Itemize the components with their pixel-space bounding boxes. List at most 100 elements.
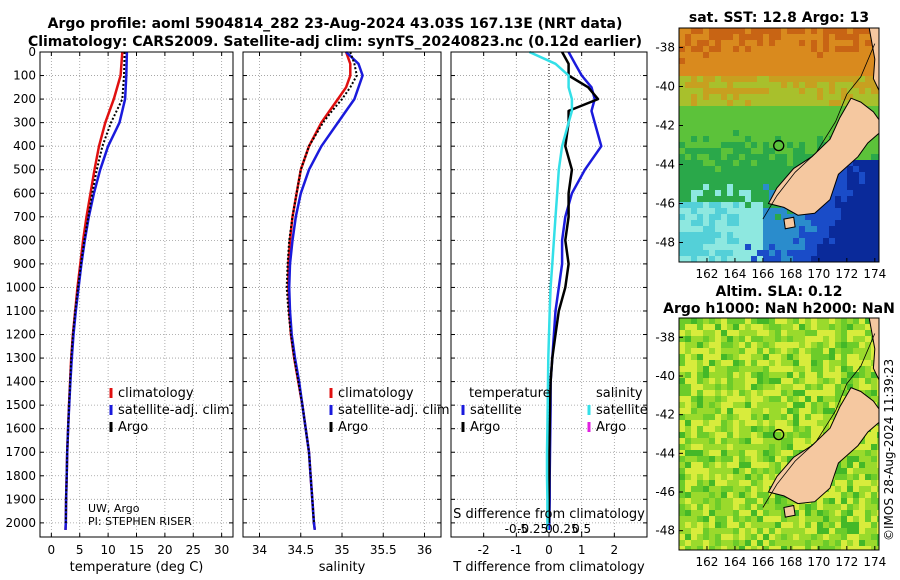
raster-cell [715,540,721,546]
raster-cell [805,130,811,136]
raster-cell [709,546,715,550]
raster-cell [865,390,871,396]
raster-cell [853,336,859,342]
raster-cell [799,522,805,528]
raster-cell [811,426,817,432]
raster-cell [733,546,739,550]
raster-cell [691,498,697,504]
raster-cell [703,100,709,106]
raster-cell [691,34,697,40]
raster-cell [877,516,879,522]
raster-cell [763,438,769,444]
raster-cell [841,354,847,360]
raster-cell [703,220,709,226]
raster-cell [685,444,691,450]
raster-cell [679,256,685,262]
y-tick-label: 1500 [5,398,36,412]
raster-cell [805,70,811,76]
raster-cell [835,384,841,390]
raster-cell [841,318,847,324]
raster-cell [709,190,715,196]
raster-cell [775,396,781,402]
raster-cell [697,420,703,426]
raster-cell [823,220,829,226]
raster-cell [727,366,733,372]
raster-cell [697,220,703,226]
raster-cell [745,106,751,112]
raster-cell [679,348,685,354]
raster-cell [745,378,751,384]
raster-cell [751,360,757,366]
raster-cell [733,226,739,232]
raster-cell [817,330,823,336]
raster-cell [811,130,817,136]
raster-cell [841,360,847,366]
raster-cell [829,196,835,202]
raster-cell [841,384,847,390]
raster-cell [835,214,841,220]
raster-cell [721,540,727,546]
raster-cell [703,504,709,510]
raster-cell [823,390,829,396]
raster-cell [739,160,745,166]
raster-cell [745,450,751,456]
raster-cell [811,214,817,220]
raster-cell [733,232,739,238]
raster-cell [799,256,805,262]
raster-cell [703,250,709,256]
raster-cell [835,40,841,46]
raster-cell [703,82,709,88]
raster-cell [853,468,859,474]
raster-cell [745,480,751,486]
raster-cell [739,474,745,480]
y-tick-label: 500 [13,163,36,177]
raster-cell [835,318,841,324]
raster-cell [721,534,727,540]
raster-cell [775,492,781,498]
raster-cell [835,336,841,342]
raster-cell [811,250,817,256]
raster-cell [865,64,871,70]
raster-cell [745,148,751,154]
raster-cell [811,232,817,238]
raster-cell [841,196,847,202]
raster-cell [847,244,853,250]
raster-cell [805,348,811,354]
raster-cell [775,384,781,390]
raster-cell [805,88,811,94]
y-tick-label: 1700 [5,445,36,459]
raster-cell [847,64,853,70]
raster-cell [751,462,757,468]
raster-cell [679,342,685,348]
raster-cell [703,238,709,244]
raster-cell [709,444,715,450]
raster-cell [757,318,763,324]
raster-cell [721,354,727,360]
raster-cell [781,354,787,360]
raster-cell [679,94,685,100]
sla-map-title: Altim. SLA: 0.12 [715,284,842,300]
raster-cell [751,118,757,124]
raster-cell [877,208,879,214]
raster-cell [829,360,835,366]
raster-cell [709,384,715,390]
argo-position-marker [773,139,785,152]
raster-cell [721,148,727,154]
raster-cell [709,76,715,82]
raster-cell [775,360,781,366]
raster-cell [763,324,769,330]
raster-cell [865,348,871,354]
raster-cell [757,52,763,58]
raster-cell [715,330,721,336]
raster-cell [691,184,697,190]
raster-cell [805,82,811,88]
figure-title-line2: Climatology: CARS2009. Satellite-adj cli… [28,34,642,50]
raster-cell [853,220,859,226]
raster-cell [799,396,805,402]
raster-cell [793,142,799,148]
raster-cell [751,76,757,82]
raster-cell [727,438,733,444]
x-tick-label: 36 [417,543,432,557]
raster-cell [715,390,721,396]
raster-cell [739,456,745,462]
